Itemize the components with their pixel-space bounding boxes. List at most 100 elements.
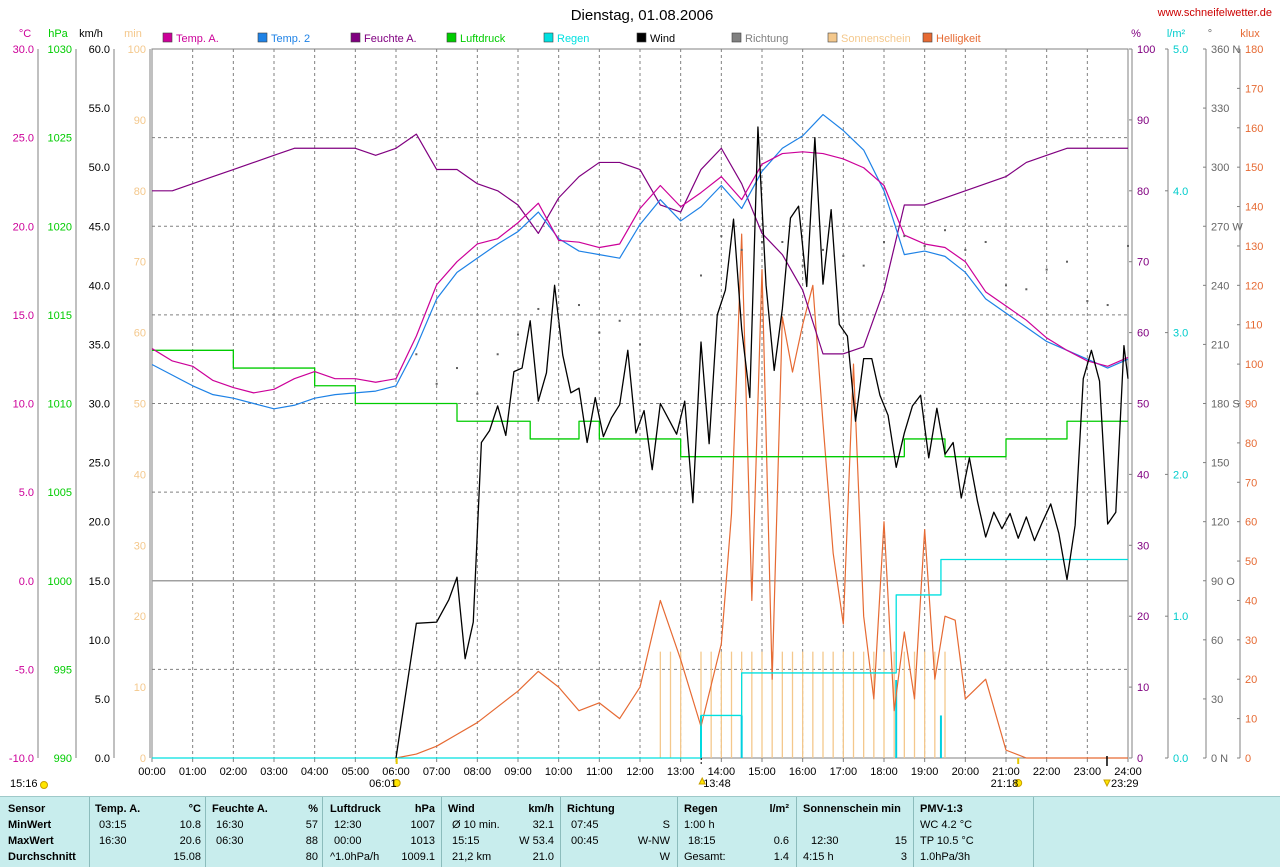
sunshine-axis-tick: 20 <box>134 611 146 623</box>
x-axis-tick: 02:00 <box>220 766 248 778</box>
brightness-axis-tick: 30 <box>1245 635 1257 647</box>
wind-max-value: W 53.4 <box>519 835 554 847</box>
sunshine-axis-tick: 70 <box>134 257 146 269</box>
brightness-axis-tick: 60 <box>1245 517 1257 529</box>
wind-axis-tick: 40.0 <box>89 280 110 292</box>
wind-axis-tick: 5.0 <box>95 694 110 706</box>
direction-point <box>557 319 560 322</box>
x-axis-tick: 19:00 <box>911 766 939 778</box>
pressure-axis-tick: 1000 <box>48 576 72 588</box>
footer-divider <box>205 797 206 867</box>
temp-min-value: 10.8 <box>179 819 201 831</box>
footer-unit-rain: l/m² <box>769 803 789 815</box>
sunshine-axis-tick: 100 <box>128 44 146 56</box>
humidity-axis-tick: 30 <box>1137 540 1149 552</box>
footer-unit-pressure: hPa <box>414 803 435 815</box>
x-axis-tick: 16:00 <box>789 766 817 778</box>
footer-col-temp: Temp. A. °C 03:15 10.8 16:30 20.6 15.08 <box>95 801 201 865</box>
moonset-time: 23:29 <box>1111 778 1139 790</box>
wind-axis-tick: 10.0 <box>89 635 110 647</box>
sunrise-time: 06:01 <box>369 778 397 790</box>
footer-header-direction: Richtung <box>567 803 615 815</box>
footer-header-wind: Wind <box>448 803 475 815</box>
statistics-footer: Sensor MinWert MaxWert Durchschnitt Temp… <box>0 796 1280 867</box>
direction-point <box>964 248 967 251</box>
humidity-axis-tick: 70 <box>1137 257 1149 269</box>
direction-axis-unit: ° <box>1208 28 1212 40</box>
footer-divider <box>913 797 914 867</box>
footer-col-sensor: Sensor MinWert MaxWert Durchschnitt <box>8 801 88 865</box>
brightness-axis-tick: 80 <box>1245 438 1257 450</box>
direction-point <box>740 248 743 251</box>
direction-axis-tick: 0 N <box>1211 753 1228 765</box>
direction-point <box>883 241 885 244</box>
temp-axis-tick: -10.0 <box>9 753 34 765</box>
rain-axis-unit: l/m² <box>1167 28 1186 40</box>
rain-axis-tick: 3.0 <box>1173 328 1188 340</box>
direction-point <box>842 254 845 257</box>
pmv-windchill: WC 4.2 °C <box>920 819 973 831</box>
direction-axis-tick: 180 S <box>1211 399 1240 411</box>
temp-axis-tick: 0.0 <box>19 576 34 588</box>
brightness-axis-tick: 150 <box>1245 162 1263 174</box>
humidity-min-value: 57 <box>305 819 318 831</box>
sunshine-axis-tick: 10 <box>134 682 146 694</box>
humidity-axis-tick: 50 <box>1137 399 1149 411</box>
brightness-axis-tick: 40 <box>1245 595 1257 607</box>
legend-swatch-7 <box>827 32 838 43</box>
legend-swatch-5 <box>636 32 647 43</box>
series-wind <box>395 126 1129 759</box>
wind-max-time: 15:15 <box>452 835 480 847</box>
brightness-axis-unit: klux <box>1240 28 1260 40</box>
solar-noon-time: 13:48 <box>703 778 731 790</box>
brightness-axis-tick: 140 <box>1245 202 1263 214</box>
sunshine-axis-tick: 60 <box>134 328 146 340</box>
direction-point <box>496 353 499 356</box>
footer-unit-wind: km/h <box>528 803 554 815</box>
direction-point <box>1045 268 1048 271</box>
legend-swatch-2 <box>350 32 361 43</box>
rain-interval: 1:00 h <box>684 819 715 831</box>
solar-noon-icon <box>698 776 707 785</box>
brightness-axis-tick: 70 <box>1245 477 1257 489</box>
brightness-axis-tick: 90 <box>1245 399 1257 411</box>
rain-axis-tick: 2.0 <box>1173 469 1188 481</box>
footer-header-temp: Temp. A. <box>95 803 141 815</box>
direction-axis-tick: 270 W <box>1211 221 1243 233</box>
legend-label-5: Wind <box>650 33 675 45</box>
brightness-axis-tick: 20 <box>1245 674 1257 686</box>
sunshine-total: 4:15 h <box>803 851 834 863</box>
brightness-axis-tick: 180 <box>1245 44 1263 56</box>
x-axis-tick: 08:00 <box>464 766 492 778</box>
direction-point <box>1025 288 1028 291</box>
site-watermark: www.schneifelwetter.de <box>1157 7 1272 19</box>
direction-axis-tick: 330 <box>1211 103 1229 115</box>
direction-axis-tick: 210 <box>1211 339 1229 351</box>
direction-point <box>435 382 438 385</box>
humidity-max-value: 88 <box>305 835 318 847</box>
sunshine-axis-unit: min <box>124 28 142 40</box>
direction-point <box>1066 260 1068 263</box>
direction-min-value: S <box>662 819 670 831</box>
temp-axis-tick: 30.0 <box>13 44 34 56</box>
sunshine-max-value: 15 <box>894 835 907 847</box>
direction-point <box>801 264 804 267</box>
wind-avg-value: 21.0 <box>532 851 554 863</box>
legend-label-7: Sonnenschein <box>841 33 911 45</box>
rain-total-value: 1.4 <box>773 851 789 863</box>
x-axis-tick: 11:00 <box>586 766 613 778</box>
x-axis-tick: 13:00 <box>667 766 695 778</box>
humidity-max-time: 06:30 <box>216 835 244 847</box>
wind-axis-tick: 20.0 <box>89 517 110 529</box>
wind-avg10-value: 32.1 <box>532 819 554 831</box>
direction-point <box>1005 284 1007 287</box>
sunshine-axis-tick: 90 <box>134 115 146 127</box>
pressure-axis-tick: 1030 <box>48 44 72 56</box>
direction-point <box>984 241 987 244</box>
direction-point <box>456 367 458 370</box>
legend-label-0: Temp. A. <box>176 33 219 45</box>
sunrise-marker-icon <box>392 779 401 787</box>
pressure-trend: ^1.0hPa/h <box>330 851 380 863</box>
pmv-pressure-trend: 1.0hPa/3h <box>920 851 971 863</box>
